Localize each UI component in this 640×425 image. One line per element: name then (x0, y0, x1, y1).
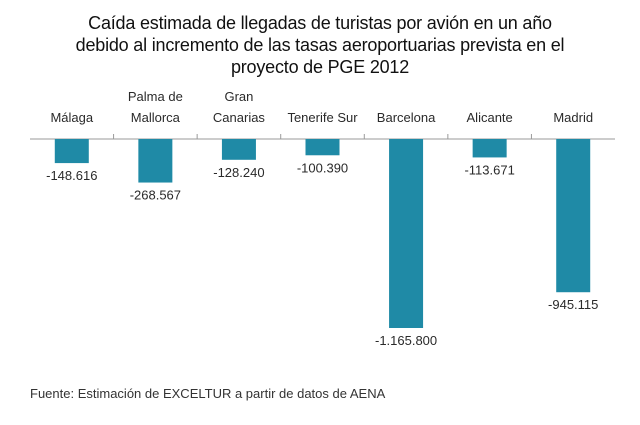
category-label: Canarias (213, 110, 266, 125)
bar (389, 139, 424, 328)
category-label: Mallorca (131, 110, 181, 125)
data-label: -148.616 (46, 168, 97, 183)
source-note: Fuente: Estimación de EXCELTUR a partir … (30, 386, 386, 401)
bar (54, 139, 89, 164)
chart-title-line: debido al incremento de las tasas aeropo… (75, 35, 565, 55)
data-label: -945.115 (548, 297, 598, 312)
category-label: Barcelona (377, 110, 436, 125)
data-label: -100.390 (297, 160, 348, 175)
bar (138, 139, 173, 183)
chart-title-line: Caída estimada de llegadas de turistas p… (88, 13, 552, 33)
category-label: Madrid (553, 110, 593, 125)
category-label: Palma de (128, 89, 183, 104)
chart-title: Caída estimada de llegadas de turistas p… (0, 12, 640, 78)
chart-title-line: proyecto de PGE 2012 (230, 57, 410, 77)
bar (221, 139, 256, 160)
category-label: Gran (224, 89, 253, 104)
data-label: -128.240 (213, 165, 264, 180)
bar (472, 139, 507, 158)
data-label: -113.671 (464, 162, 514, 177)
category-label: Tenerife Sur (287, 110, 358, 125)
category-label: Alicante (467, 110, 513, 125)
data-label: -1.165.800 (375, 333, 437, 348)
category-label: Málaga (50, 110, 93, 125)
bar (556, 139, 591, 293)
bar (305, 139, 340, 156)
data-label: -268.567 (130, 188, 181, 203)
